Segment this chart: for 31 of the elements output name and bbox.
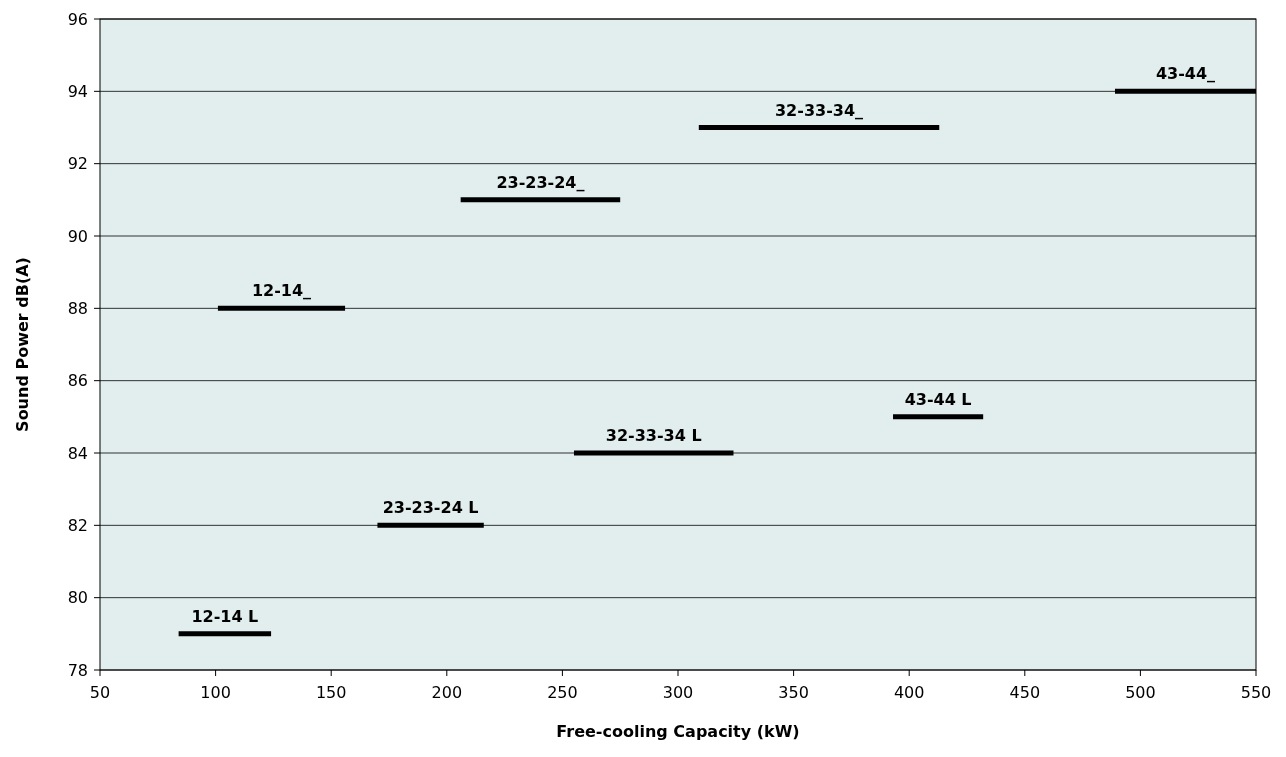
series-label: 23-23-24_ bbox=[496, 172, 585, 192]
y-tick-label: 80 bbox=[67, 588, 88, 608]
x-tick-label: 500 bbox=[1125, 683, 1156, 702]
x-tick-label: 150 bbox=[315, 683, 347, 702]
y-tick-label: 88 bbox=[67, 298, 88, 318]
x-tick-label: 350 bbox=[778, 683, 809, 702]
x-axis-title: Free-cooling Capacity (kW) bbox=[556, 722, 800, 741]
x-tick-label: 100 bbox=[200, 683, 231, 702]
y-tick-label: 92 bbox=[67, 154, 88, 174]
series-label: 12-14 L bbox=[191, 606, 259, 626]
x-tick-label: 250 bbox=[547, 683, 578, 702]
x-tick-label: 200 bbox=[431, 683, 463, 702]
x-tick-label: 450 bbox=[1009, 683, 1041, 702]
series-label: 43-44_ bbox=[1155, 64, 1216, 84]
x-tick-label: 50 bbox=[89, 683, 111, 702]
x-tick-label: 550 bbox=[1240, 683, 1272, 702]
y-tick-label: 90 bbox=[67, 226, 88, 246]
y-tick-label: 94 bbox=[67, 81, 88, 101]
y-tick-label: 84 bbox=[67, 443, 88, 463]
y-axis-title: Sound Power dB(A) bbox=[13, 257, 32, 432]
y-tick-label: 82 bbox=[67, 515, 88, 535]
x-tick-label: 400 bbox=[893, 683, 925, 702]
x-tick-label: 300 bbox=[662, 683, 694, 702]
series-label: 32-33-34_ bbox=[774, 100, 864, 120]
y-tick-label: 86 bbox=[67, 371, 88, 391]
series-label: 43-44 L bbox=[904, 389, 972, 409]
y-tick-label: 78 bbox=[67, 660, 88, 680]
series-label: 12-14_ bbox=[251, 281, 312, 301]
series-label: 32-33-34 L bbox=[605, 426, 702, 445]
y-tick-label: 96 bbox=[67, 9, 88, 29]
series-label: 23-23-24 L bbox=[382, 498, 479, 518]
